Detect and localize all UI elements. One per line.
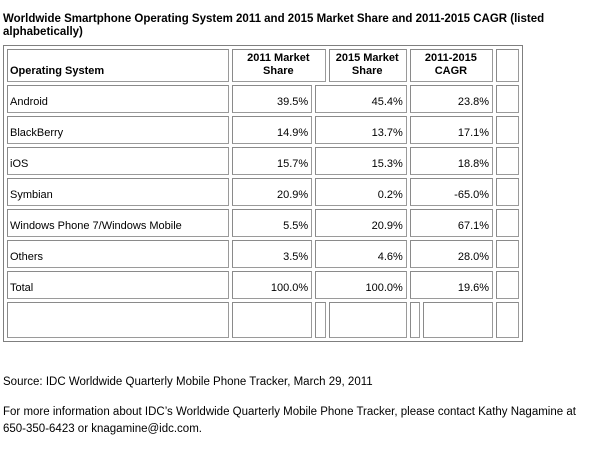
os-name-cell: iOS	[7, 147, 229, 175]
empty-cell	[7, 302, 229, 338]
empty-cell	[409, 302, 421, 338]
share-2015-cell: 4.6%	[315, 240, 407, 268]
os-name-cell: Symbian	[7, 178, 229, 206]
cagr-cell: -65.0%	[409, 178, 494, 206]
page: Worldwide Smartphone Operating System 20…	[3, 13, 594, 438]
col-header-2011-market-share: 2011 Market Share	[231, 49, 326, 82]
os-name-cell: Android	[7, 85, 229, 113]
table-header-row: Operating System 2011 Market Share 2015 …	[7, 49, 519, 82]
table-row-others: Others 3.5% 4.6% 28.0%	[7, 240, 519, 268]
cagr-cell: 67.1%	[409, 209, 494, 237]
table-row-total: Total 100.0% 100.0% 19.6%	[7, 271, 519, 299]
share-2015-cell: 20.9%	[315, 209, 407, 237]
empty-cell	[315, 302, 326, 338]
table-row-ios: iOS 15.7% 15.3% 18.8%	[7, 147, 519, 175]
share-2011-cell: 14.9%	[231, 116, 313, 144]
empty-cell	[423, 302, 494, 338]
share-2015-cell: 13.7%	[315, 116, 407, 144]
share-2015-cell: 0.2%	[315, 178, 407, 206]
share-2015-cell: 100.0%	[315, 271, 407, 299]
cagr-cell: 17.1%	[409, 116, 494, 144]
cagr-cell: 18.8%	[409, 147, 494, 175]
empty-cell	[231, 302, 313, 338]
empty-cell	[328, 302, 407, 338]
empty-cell	[496, 178, 519, 206]
table-row-symbian: Symbian 20.9% 0.2% -65.0%	[7, 178, 519, 206]
empty-cell	[496, 116, 519, 144]
cagr-cell: 19.6%	[409, 271, 494, 299]
page-title: Worldwide Smartphone Operating System 20…	[3, 13, 545, 38]
footer: Source: IDC Worldwide Quarterly Mobile P…	[3, 374, 594, 438]
empty-cell	[496, 302, 519, 338]
share-2015-cell: 45.4%	[315, 85, 407, 113]
os-name-cell: Total	[7, 271, 229, 299]
contact-line: For more information about IDC’s Worldwi…	[3, 406, 576, 435]
share-2015-cell: 15.3%	[315, 147, 407, 175]
os-name-cell: Windows Phone 7/Windows Mobile	[7, 209, 229, 237]
table-row-blackberry: BlackBerry 14.9% 13.7% 17.1%	[7, 116, 519, 144]
empty-cell	[496, 209, 519, 237]
table-row-windows-phone: Windows Phone 7/Windows Mobile 5.5% 20.9…	[7, 209, 519, 237]
col-header-operating-system: Operating System	[7, 49, 229, 82]
source-line: Source: IDC Worldwide Quarterly Mobile P…	[3, 376, 373, 388]
empty-cell	[496, 85, 519, 113]
share-2011-cell: 39.5%	[231, 85, 313, 113]
empty-cell	[496, 271, 519, 299]
share-2011-cell: 100.0%	[231, 271, 313, 299]
share-2011-cell: 5.5%	[231, 209, 313, 237]
empty-cell	[496, 240, 519, 268]
share-2011-cell: 3.5%	[231, 240, 313, 268]
share-2011-cell: 20.9%	[231, 178, 313, 206]
table-row-empty	[7, 302, 519, 338]
os-name-cell: BlackBerry	[7, 116, 229, 144]
empty-cell	[496, 147, 519, 175]
market-share-table: Operating System 2011 Market Share 2015 …	[3, 45, 523, 342]
col-header-2011-2015-cagr: 2011-2015 CAGR	[409, 49, 494, 82]
table-row-android: Android 39.5% 45.4% 23.8%	[7, 85, 519, 113]
cagr-cell: 28.0%	[409, 240, 494, 268]
empty-header-cell	[496, 49, 519, 82]
os-name-cell: Others	[7, 240, 229, 268]
share-2011-cell: 15.7%	[231, 147, 313, 175]
col-header-2015-market-share: 2015 Market Share	[328, 49, 407, 82]
cagr-cell: 23.8%	[409, 85, 494, 113]
